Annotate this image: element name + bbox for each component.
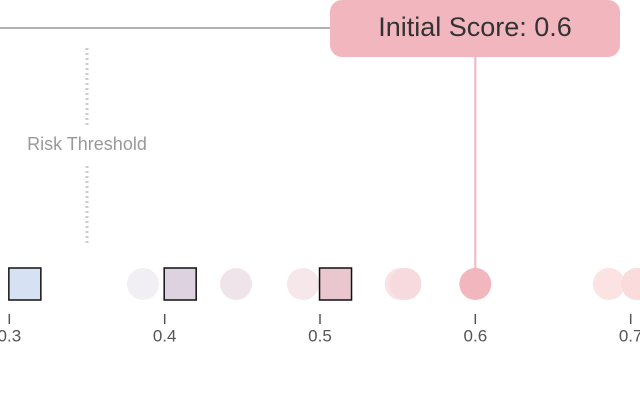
x-tick-label: 0.4 <box>153 326 177 345</box>
x-tick-label: 0.6 <box>464 326 488 345</box>
x-tick-label: 0.3 <box>0 326 21 345</box>
callout-box <box>330 0 620 57</box>
x-tick-label: 0.7 <box>619 326 640 345</box>
score-dot <box>286 268 319 300</box>
score-dot <box>592 268 625 300</box>
x-tick-label: 0.5 <box>308 326 332 345</box>
score-dot <box>126 268 159 300</box>
callout-label: Initial Score: 0.6 <box>378 12 572 42</box>
score-dot <box>220 268 253 300</box>
score-dot <box>620 268 640 300</box>
score-dot <box>389 268 422 300</box>
score-square <box>163 267 197 301</box>
threshold-label: Risk Threshold <box>27 134 147 154</box>
score-square <box>318 267 353 301</box>
score-square <box>8 267 42 301</box>
initial-score-dot <box>459 268 492 300</box>
